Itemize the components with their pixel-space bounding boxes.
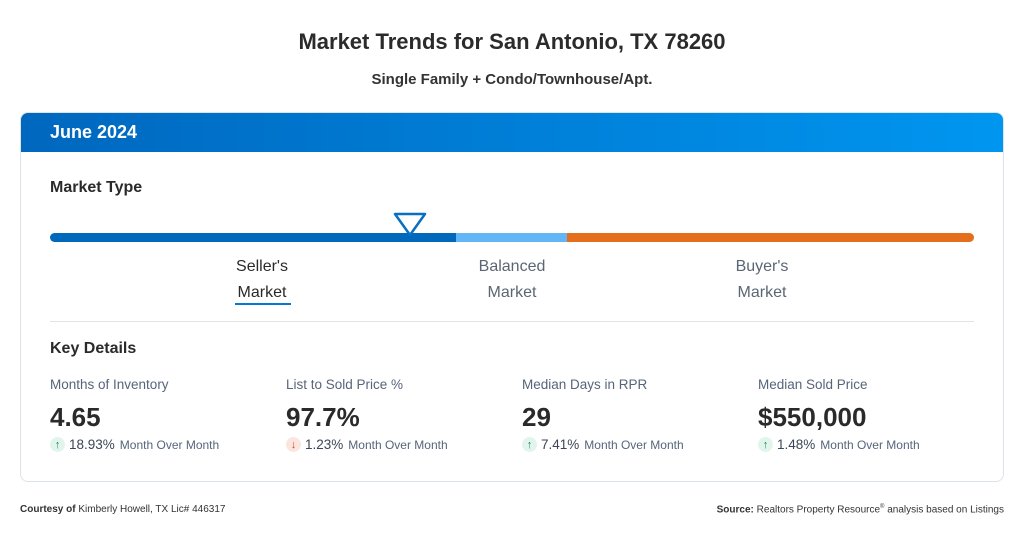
metric-value: 4.65 (50, 402, 101, 432)
metric-label: Median Sold Price (758, 377, 868, 392)
selected-market-underline (235, 303, 291, 305)
label-line: Market (237, 284, 287, 301)
metric-period: Month Over Month (119, 437, 220, 452)
sellers-market-segment (50, 233, 456, 242)
metric-change: 1.23% (305, 437, 344, 452)
arrow-up-icon: ↑ (522, 437, 537, 452)
buyers-market-segment (567, 233, 974, 242)
market-label-sellers: Seller's Market (182, 254, 342, 306)
metric-label: List to Sold Price % (286, 377, 404, 392)
key-details-heading: Key Details (50, 340, 137, 357)
metric-value: $550,000 (758, 402, 867, 432)
market-indicator-triangle-icon (394, 212, 427, 237)
label-line: Buyer's (735, 258, 789, 275)
market-label-balanced: Balanced Market (432, 254, 592, 306)
divider (50, 321, 974, 322)
label-line: Market (487, 284, 537, 301)
card-header: June 2024 (21, 113, 1003, 152)
metric-months-of-inventory: Months of Inventory 4.65 ↑ 18.93% Month Ov… (50, 377, 280, 452)
metric-change: 18.93% (69, 437, 115, 452)
arrow-up-icon: ↑ (50, 437, 65, 452)
courtesy-footer: Courtesy of Kimberly Howell, TX Lic# 446… (20, 504, 225, 515)
label-line: Seller's (236, 258, 288, 275)
market-card: June 2024 (20, 112, 1004, 482)
courtesy-label: Courtesy of (20, 504, 76, 515)
arrow-up-icon: ↑ (758, 437, 773, 452)
arrow-down-icon: ↓ (286, 437, 301, 452)
metric-period: Month Over Month (584, 437, 684, 452)
page-title: Market Trends for San Antonio, TX 78260 (298, 29, 726, 54)
courtesy-text: Kimberly Howell, TX Lic# 446317 (78, 504, 226, 515)
metric-value: 29 (522, 402, 551, 432)
market-type-heading: Market Type (50, 179, 143, 196)
source-footer: Source: Realtors Property Resource® anal… (717, 504, 1004, 515)
metric-change: 7.41% (541, 437, 580, 452)
period-label: June 2024 (50, 122, 138, 142)
metric-list-to-sold: List to Sold Price % 97.7% ↓ 1.23% Month O… (286, 377, 516, 452)
source-label: Source: (716, 504, 754, 516)
page-subtitle: Single Family + Condo/Townhouse/Apt. (371, 71, 653, 88)
metric-median-days: Median Days in RPR 29 ↑ 7.41% Month Over M… (522, 377, 752, 452)
metric-label: Median Days in RPR (522, 377, 648, 392)
label-line: Market (737, 284, 787, 301)
metric-period: Month Over Month (820, 437, 920, 452)
metric-label: Months of Inventory (50, 377, 169, 392)
metric-period: Month Over Month (348, 437, 448, 452)
balanced-market-segment (456, 233, 567, 242)
registered-mark: ® (880, 504, 885, 510)
metric-value: 97.7% (286, 402, 360, 432)
source-suffix: analysis based on Listings (887, 504, 1004, 516)
market-label-buyers: Buyer's Market (682, 254, 842, 306)
metric-change: 1.48% (777, 437, 816, 452)
source-text: Realtors Property Resource (756, 504, 881, 516)
metric-median-sold-price: Median Sold Price $550,000 ↑ 1.48% Month O… (758, 377, 988, 452)
label-line: Balanced (478, 258, 546, 275)
